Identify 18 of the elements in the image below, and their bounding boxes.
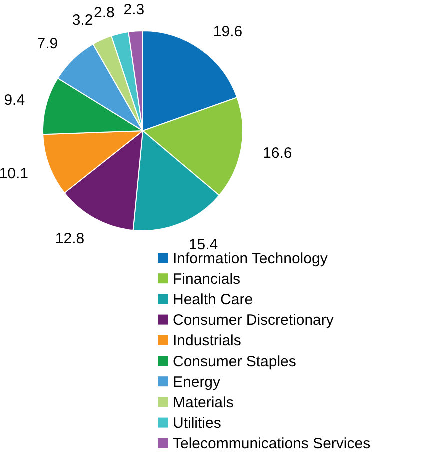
data-label: 3.2 <box>72 12 94 29</box>
data-label: 16.6 <box>263 145 292 162</box>
data-label: 19.6 <box>213 24 243 41</box>
legend-label: Energy <box>173 374 222 391</box>
legend-label: Telecommunications Services <box>173 436 371 453</box>
data-label: 10.1 <box>0 165 29 182</box>
legend-label: Utilities <box>173 415 222 432</box>
legend-label: Consumer Staples <box>173 353 296 370</box>
data-label: 7.9 <box>37 36 58 53</box>
legend-label: Health Care <box>173 291 254 308</box>
data-label: 2.3 <box>124 2 145 19</box>
data-label: 9.4 <box>4 92 26 110</box>
legend-label: Consumer Discretionary <box>173 312 334 330</box>
data-label: 2.8 <box>94 4 115 22</box>
legend-label: Industrials <box>173 332 242 350</box>
legend-label: Financials <box>173 270 241 288</box>
data-label: 12.8 <box>55 230 85 248</box>
legend-label: Materials <box>173 394 234 412</box>
